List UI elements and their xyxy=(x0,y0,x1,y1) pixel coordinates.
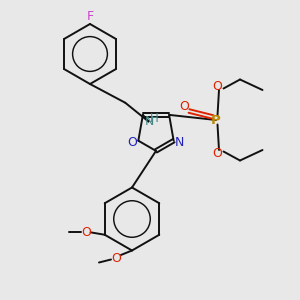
Text: P: P xyxy=(211,113,221,127)
Text: O: O xyxy=(127,136,137,149)
Text: N: N xyxy=(144,115,154,128)
Text: N: N xyxy=(174,136,184,149)
Text: F: F xyxy=(86,10,94,23)
Text: O: O xyxy=(213,147,222,160)
Text: O: O xyxy=(180,100,189,113)
Text: O: O xyxy=(213,80,222,93)
Text: O: O xyxy=(81,226,91,238)
Text: H: H xyxy=(149,112,158,125)
Text: O: O xyxy=(112,251,121,265)
